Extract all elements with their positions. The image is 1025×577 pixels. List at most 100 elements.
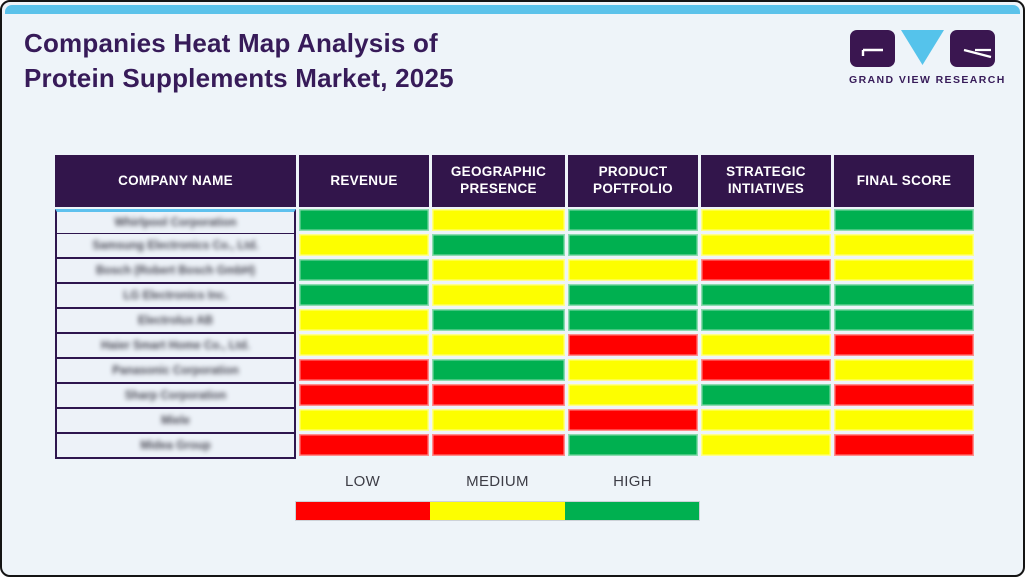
score-cell-medium [701, 234, 831, 256]
score-cell-medium [432, 259, 565, 281]
logo-letter-v-icon [900, 30, 945, 67]
score-cell-low [834, 334, 974, 356]
company-cell: Whirlpool Corporation [55, 209, 296, 235]
table-row: Midea Group [55, 434, 976, 459]
score-cell-high [834, 284, 974, 306]
score-cell-medium [701, 409, 831, 431]
company-cell: LG Electronics Inc. [55, 284, 296, 309]
legend-label-low: LOW [344, 473, 381, 490]
score-cell-low [701, 359, 831, 381]
score-cell-low [432, 434, 565, 456]
score-cell-low [299, 434, 429, 456]
score-cell-low [299, 359, 429, 381]
company-cell: Sharp Corporation [55, 384, 296, 409]
score-cell-medium [299, 334, 429, 356]
score-cell-high [432, 234, 565, 256]
company-name: Panasonic Corporation [112, 364, 239, 377]
company-name: Electrolux AB [138, 314, 213, 327]
heatmap-table: COMPANY NAME REVENUE GEOGRAPHIC PRESENCE PR… [55, 155, 976, 459]
score-cell-low [834, 384, 974, 406]
score-cell-high [701, 384, 831, 406]
company-cell: Panasonic Corporation [55, 359, 296, 384]
top-accent-bar [5, 5, 1020, 14]
score-cell-high [701, 309, 831, 331]
table-row: Panasonic Corporation [55, 359, 976, 384]
logo-letter-g-icon [849, 30, 895, 67]
score-cell-high [432, 359, 565, 381]
brand-name: GRAND VIEW RESEARCH [849, 74, 1006, 86]
score-cell-medium [834, 234, 974, 256]
table-row: Samsung Electronics Co., Ltd. [55, 234, 976, 259]
score-cell-high [568, 209, 698, 231]
score-cell-low [701, 259, 831, 281]
company-name: Miele [161, 414, 190, 427]
score-cell-medium [701, 434, 831, 456]
table-row: Bosch (Robert Bosch GmbH) [55, 259, 976, 284]
score-cell-low [834, 434, 974, 456]
score-cell-high [834, 209, 974, 231]
table-row: Miele [55, 409, 976, 434]
table-row: Haier Smart Home Co., Ltd. [55, 334, 976, 359]
company-name: Whirlpool Corporation [114, 216, 237, 229]
score-cell-high [299, 259, 429, 281]
score-cell-high [299, 209, 429, 231]
company-name: Bosch (Robert Bosch GmbH) [95, 264, 256, 277]
score-cell-medium [432, 284, 565, 306]
score-cell-low [568, 409, 698, 431]
page-title: Companies Heat Map Analysis of Protein S… [24, 28, 454, 93]
score-cell-high [834, 309, 974, 331]
score-cell-medium [299, 309, 429, 331]
legend-swatch-high [564, 502, 699, 520]
company-name: Samsung Electronics Co., Ltd. [92, 239, 259, 252]
company-name: Midea Group [140, 439, 211, 452]
score-cell-medium [834, 359, 974, 381]
company-cell: Miele [55, 409, 296, 434]
score-cell-medium [432, 334, 565, 356]
legend-swatch-medium [430, 502, 565, 520]
column-header-0: REVENUE [299, 155, 429, 207]
table-row: Sharp Corporation [55, 384, 976, 409]
score-cell-medium [299, 409, 429, 431]
score-cell-high [568, 309, 698, 331]
logo-letter-r-icon [949, 30, 995, 67]
score-cell-medium [834, 259, 974, 281]
score-cell-high [701, 284, 831, 306]
legend-label-high: HIGH [613, 473, 652, 490]
company-name: Haier Smart Home Co., Ltd. [101, 339, 250, 352]
legend-swatch-low [296, 502, 431, 520]
company-cell: Midea Group [55, 434, 296, 459]
score-cell-high [568, 284, 698, 306]
score-cell-medium [568, 384, 698, 406]
table-header-row: COMPANY NAME REVENUE GEOGRAPHIC PRESENCE PR… [55, 155, 976, 207]
column-header-4: FINAL SCORE [834, 155, 974, 207]
score-cell-low [568, 334, 698, 356]
company-name: Sharp Corporation [124, 389, 227, 402]
score-cell-medium [432, 209, 565, 231]
score-cell-high [432, 309, 565, 331]
score-cell-high [299, 284, 429, 306]
legend-label-medium: MEDIUM [466, 473, 529, 490]
company-cell: Haier Smart Home Co., Ltd. [55, 334, 296, 359]
score-cell-high [568, 434, 698, 456]
score-cell-medium [299, 234, 429, 256]
score-cell-medium [568, 359, 698, 381]
column-header-1: GEOGRAPHIC PRESENCE [432, 155, 565, 207]
score-cell-high [568, 234, 698, 256]
score-cell-medium [834, 409, 974, 431]
table-row: Whirlpool Corporation [55, 209, 976, 235]
score-cell-medium [701, 334, 831, 356]
company-cell: Bosch (Robert Bosch GmbH) [55, 259, 296, 284]
column-header-company: COMPANY NAME [55, 155, 296, 207]
column-header-2: PRODUCT POFTFOLIO [568, 155, 698, 207]
legend: LOW MEDIUM HIGH [295, 473, 700, 521]
company-cell: Electrolux AB [55, 309, 296, 334]
table-row: Electrolux AB [55, 309, 976, 334]
score-cell-low [299, 384, 429, 406]
company-cell: Samsung Electronics Co., Ltd. [55, 234, 296, 259]
table-row: LG Electronics Inc. [55, 284, 976, 309]
score-cell-medium [701, 209, 831, 231]
score-cell-medium [568, 259, 698, 281]
column-header-3: STRATEGIC INTIATIVES [701, 155, 831, 207]
score-cell-low [432, 384, 565, 406]
